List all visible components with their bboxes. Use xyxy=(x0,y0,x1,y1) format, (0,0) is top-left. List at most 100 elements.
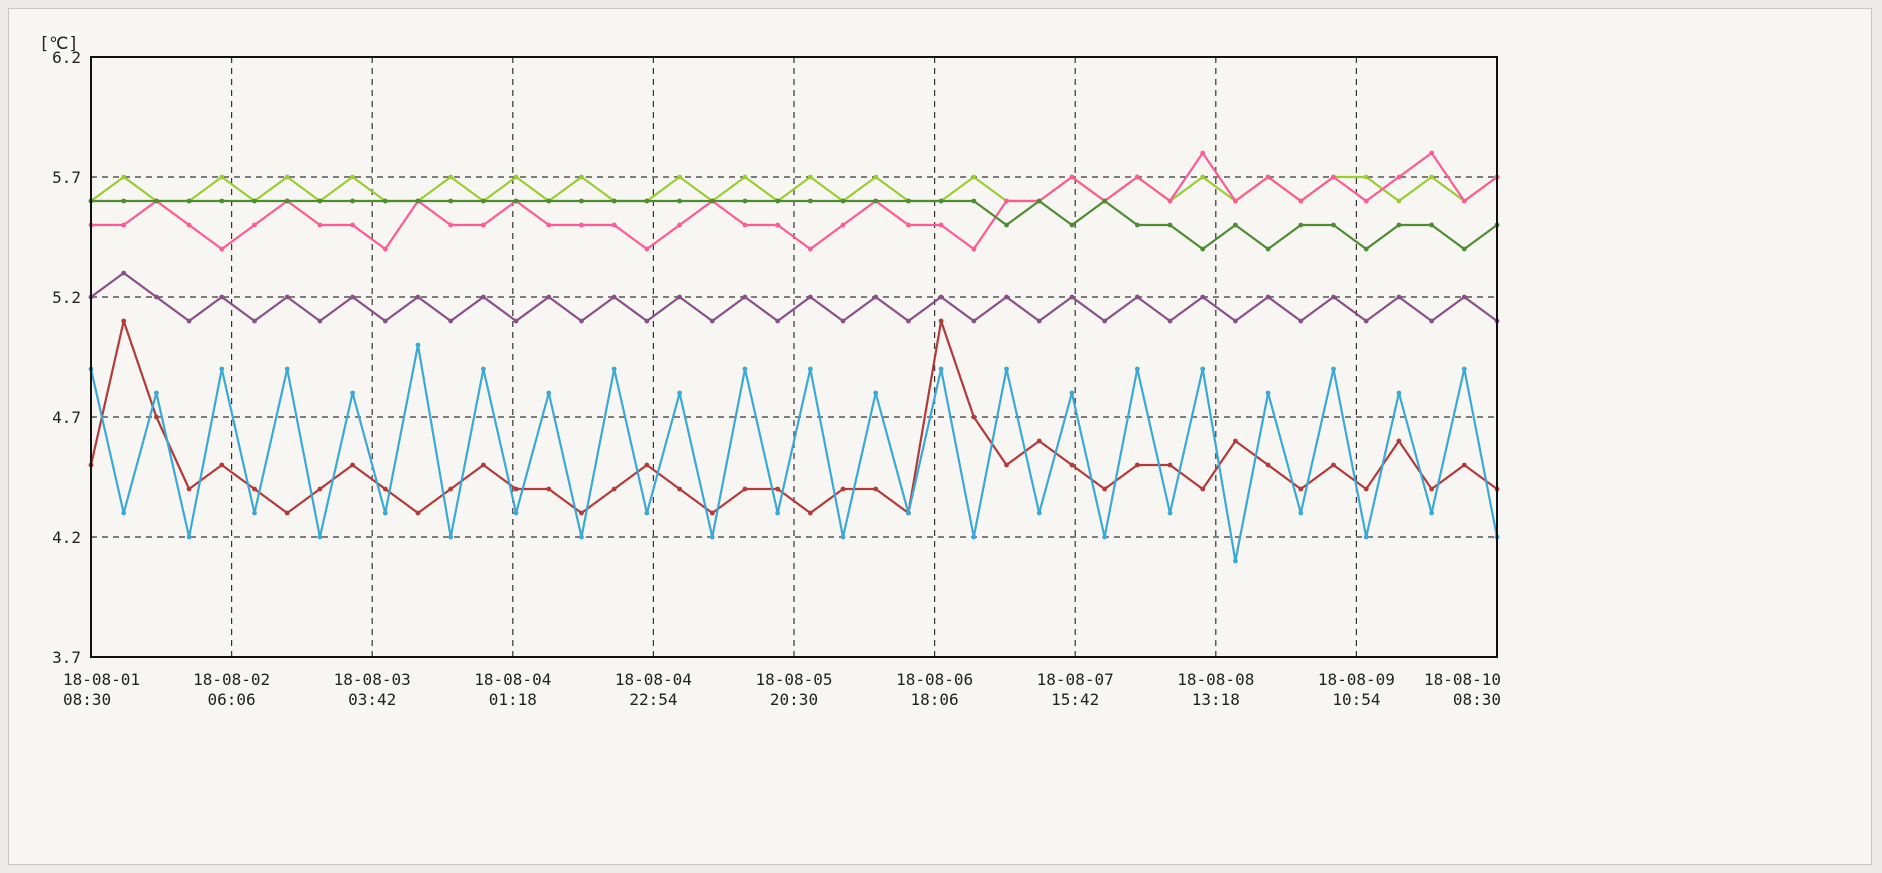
series-point-1 xyxy=(644,246,650,252)
series-point-1 xyxy=(1298,198,1304,204)
series-point-3 xyxy=(1102,318,1108,324)
series-point-5 xyxy=(938,366,944,372)
series-point-4 xyxy=(1102,486,1108,492)
series-point-2 xyxy=(644,198,650,204)
series-point-5 xyxy=(1265,390,1271,396)
x-tick-time-label: 10:54 xyxy=(1332,690,1380,709)
series-point-3 xyxy=(186,318,192,324)
series-point-5 xyxy=(971,534,977,540)
series-point-5 xyxy=(709,534,715,540)
series-point-1 xyxy=(382,246,388,252)
series-point-1 xyxy=(840,222,846,228)
series-point-4 xyxy=(1004,462,1009,468)
series-point-3 xyxy=(1200,294,1206,300)
series-point-2 xyxy=(1298,222,1304,228)
series-point-5 xyxy=(906,510,911,516)
series-point-1 xyxy=(317,222,323,228)
series-point-3 xyxy=(906,318,911,324)
series-point-3 xyxy=(840,318,846,324)
series-point-3 xyxy=(513,318,519,324)
series-point-5 xyxy=(1429,510,1435,516)
series-point-4 xyxy=(513,486,519,492)
series-layer xyxy=(88,150,1500,564)
series-point-0 xyxy=(284,174,290,180)
series-point-4 xyxy=(775,486,781,492)
series-point-1 xyxy=(971,246,977,252)
series-point-5 xyxy=(873,390,879,396)
series-point-0 xyxy=(971,174,977,180)
series-point-1 xyxy=(1233,198,1238,204)
series-point-1 xyxy=(938,222,944,228)
series-point-0 xyxy=(513,174,519,180)
series-point-2 xyxy=(579,198,584,204)
series-point-0 xyxy=(1363,174,1369,180)
series-point-4 xyxy=(186,486,192,492)
series-point-1 xyxy=(1331,174,1336,180)
series-point-4 xyxy=(1233,438,1238,444)
series-point-3 xyxy=(546,294,552,300)
series-point-5 xyxy=(840,534,846,540)
series-point-2 xyxy=(1036,198,1042,204)
series-point-5 xyxy=(1396,390,1402,396)
series-point-4 xyxy=(448,486,454,492)
x-tick-date-label: 18-08-04 xyxy=(474,670,551,689)
y-tick-label: 5.7 xyxy=(52,168,81,187)
series-point-0 xyxy=(742,174,748,180)
series-point-1 xyxy=(546,222,552,228)
x-tick-date-label: 18-08-05 xyxy=(755,670,832,689)
series-point-4 xyxy=(1363,486,1369,492)
series-point-4 xyxy=(1167,462,1173,468)
series-point-2 xyxy=(742,198,748,204)
series-point-5 xyxy=(1233,558,1238,564)
x-axis-ticks: 18-08-0108:3018-08-0206:0618-08-0303:421… xyxy=(63,670,1501,709)
series-point-1 xyxy=(1461,198,1467,204)
series-point-4 xyxy=(1134,462,1140,468)
series-point-1 xyxy=(807,246,813,252)
y-tick-label: 3.7 xyxy=(52,648,81,667)
series-point-2 xyxy=(546,198,552,204)
series-point-1 xyxy=(480,222,486,228)
series-line-2 xyxy=(91,199,1498,251)
temperature-chart: [℃] 6.25.75.24.74.23.7 18-08-0108:3018-0… xyxy=(39,34,1501,709)
series-point-4 xyxy=(480,462,486,468)
series-point-2 xyxy=(1102,198,1108,204)
series-point-2 xyxy=(807,198,813,204)
series-point-1 xyxy=(906,222,911,228)
x-tick-date-label: 18-08-08 xyxy=(1177,670,1254,689)
series-point-1 xyxy=(1200,150,1206,156)
series-point-4 xyxy=(644,462,650,468)
x-tick-time-label: 18:06 xyxy=(911,690,959,709)
series-point-3 xyxy=(807,294,813,300)
series-point-5 xyxy=(1298,510,1304,516)
series-point-1 xyxy=(219,246,225,252)
series-point-5 xyxy=(382,510,388,516)
series-point-2 xyxy=(1363,246,1369,252)
series-point-1 xyxy=(611,222,617,228)
series-point-2 xyxy=(1200,246,1206,252)
series-point-2 xyxy=(317,198,323,204)
series-point-4 xyxy=(1265,462,1271,468)
series-point-2 xyxy=(840,198,846,204)
x-tick-time-label: 15:42 xyxy=(1051,690,1099,709)
series-point-5 xyxy=(1069,390,1075,396)
series-point-4 xyxy=(121,318,127,324)
series-line-1 xyxy=(91,151,1498,251)
x-tick-date-label: 18-08-04 xyxy=(615,670,692,689)
series-point-1 xyxy=(1363,198,1369,204)
series-line-3 xyxy=(90,271,1498,323)
series-point-5 xyxy=(1461,366,1467,372)
series-point-4 xyxy=(415,510,421,516)
series-point-4 xyxy=(611,486,617,492)
series-point-4 xyxy=(1429,486,1435,492)
series-point-4 xyxy=(709,510,715,516)
y-axis-ticks: 6.2 5.7 5.2 4.7 4.2 3.7 xyxy=(52,48,81,667)
series-point-3 xyxy=(1233,318,1238,324)
y-tick-label: 4.2 xyxy=(52,528,81,547)
series-point-2 xyxy=(121,198,127,204)
series-point-3 xyxy=(971,318,977,324)
series-point-4 xyxy=(677,486,682,492)
series-point-2 xyxy=(971,198,977,204)
series-point-2 xyxy=(382,198,388,204)
series-point-3 xyxy=(677,294,682,300)
series-line-4 xyxy=(89,319,1498,515)
